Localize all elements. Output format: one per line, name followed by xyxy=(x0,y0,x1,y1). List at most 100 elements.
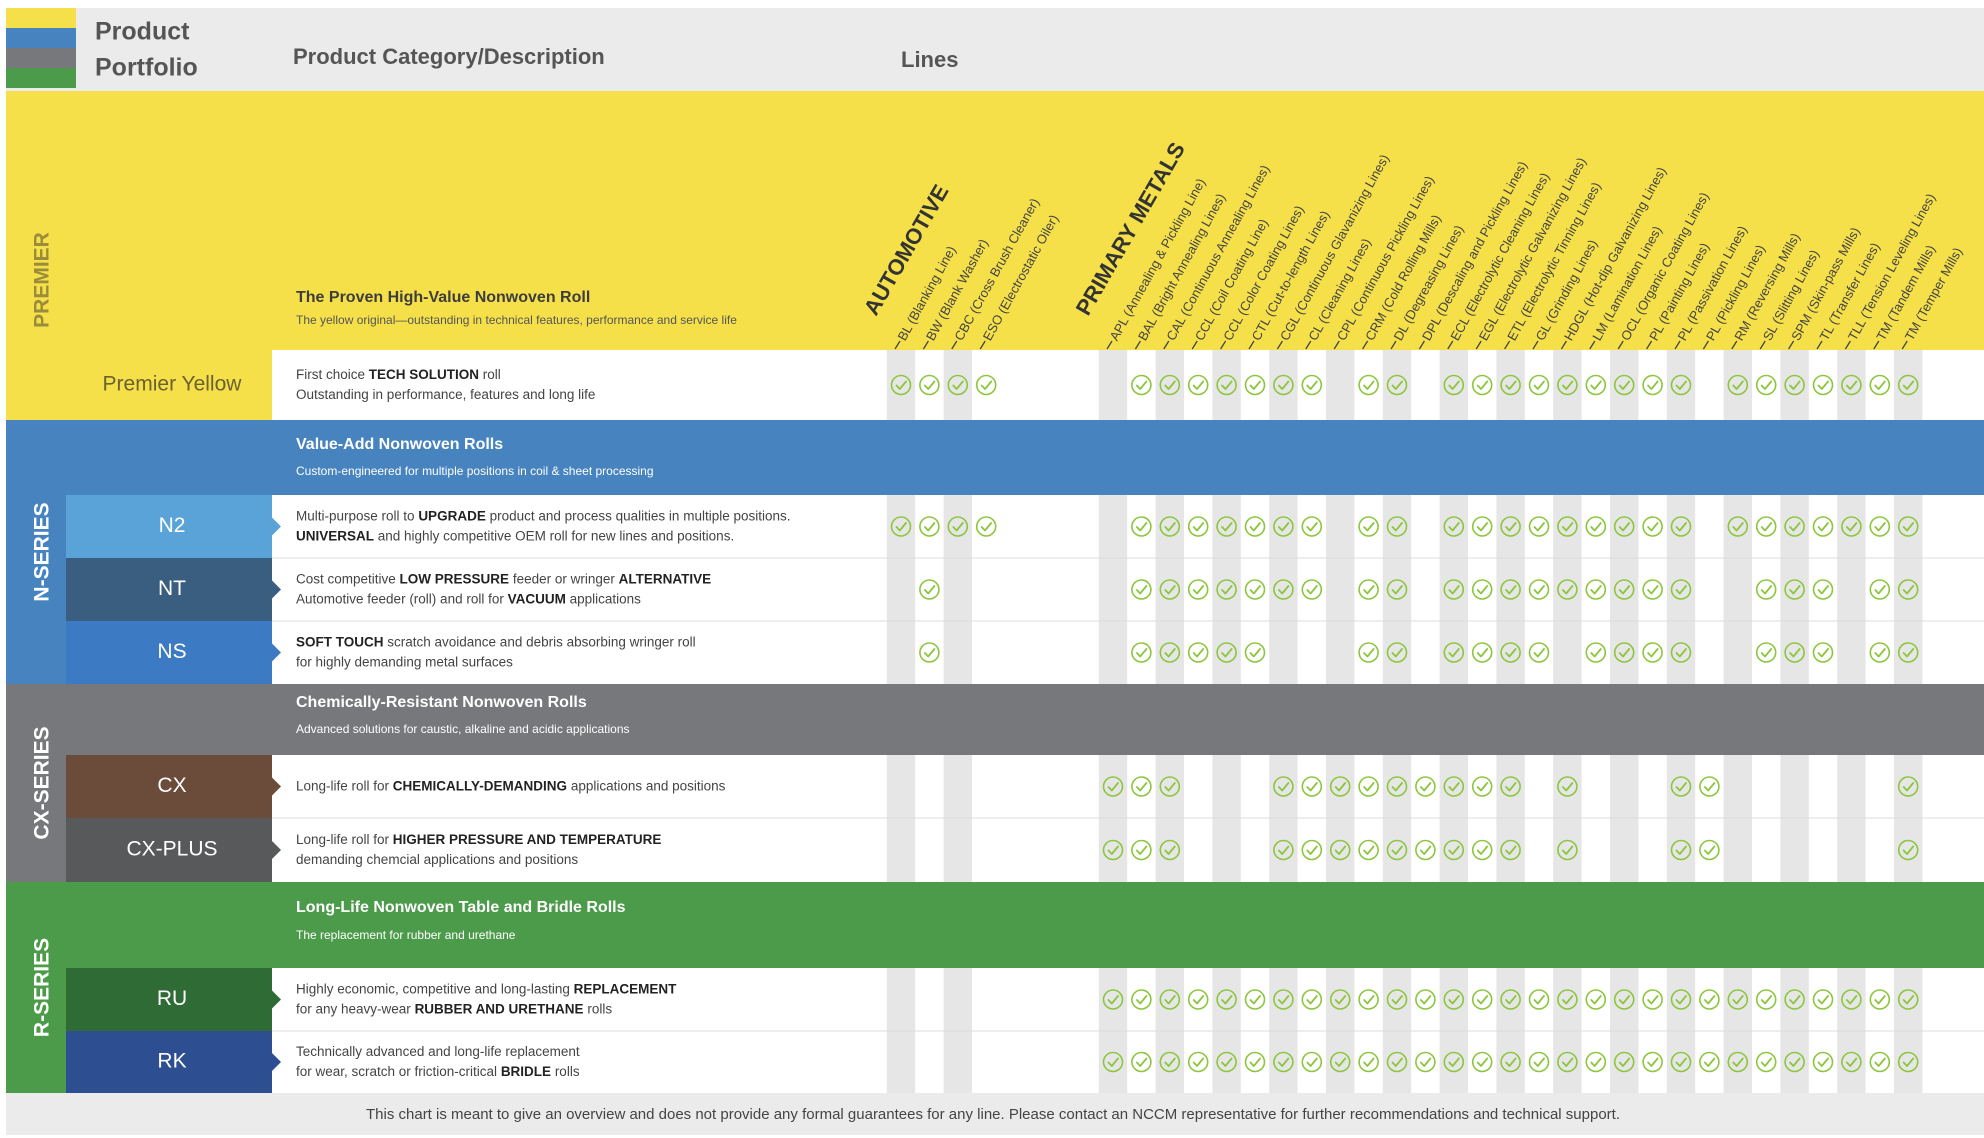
check-tick xyxy=(1391,522,1403,532)
check-circle xyxy=(1613,1051,1635,1073)
check-cell xyxy=(1159,642,1181,663)
check-tick xyxy=(1590,995,1602,1005)
check-tick xyxy=(1562,1057,1574,1067)
row-description: for wear, scratch or friction-critical B… xyxy=(296,1064,580,1079)
section-label: CX-SERIES xyxy=(31,726,54,839)
check-circle xyxy=(1159,642,1181,663)
check-tick xyxy=(1874,522,1886,532)
section-title: Value-Add Nonwoven Rolls xyxy=(296,436,503,453)
footer-band xyxy=(6,1093,1984,1135)
check-cell xyxy=(947,516,969,537)
check-tick xyxy=(1334,995,1347,1005)
check-tick xyxy=(1107,1057,1119,1067)
check-circle xyxy=(1642,989,1663,1010)
check-cell xyxy=(1102,1051,1124,1073)
line-dash xyxy=(1788,340,1795,350)
check-circle xyxy=(1131,839,1152,861)
rows-area xyxy=(272,495,1984,684)
check-tick xyxy=(1164,1057,1176,1067)
check-tick xyxy=(1817,585,1829,595)
check-cell xyxy=(1471,579,1493,600)
check-circle xyxy=(1897,642,1919,663)
check-tick xyxy=(895,522,907,532)
check-cell xyxy=(1869,642,1891,663)
check-cell xyxy=(1557,989,1578,1010)
description-text: feeder or wringer xyxy=(509,571,619,586)
check-cell xyxy=(1273,579,1294,600)
check-cell xyxy=(1443,579,1465,600)
check-cell xyxy=(1812,642,1834,663)
check-tick xyxy=(1704,845,1716,855)
check-cell xyxy=(1358,516,1379,537)
check-cell xyxy=(1329,839,1351,861)
row-description: UNIVERSAL and highly competitive OEM rol… xyxy=(296,528,734,543)
check-cell xyxy=(1670,989,1692,1010)
line-dash xyxy=(1362,340,1369,350)
row-arrow xyxy=(272,580,281,599)
check-tick xyxy=(1760,995,1773,1005)
check-cell xyxy=(1443,989,1465,1010)
check-cell xyxy=(1812,1051,1834,1073)
check-cell xyxy=(1670,579,1692,600)
check-cell xyxy=(1301,839,1323,861)
check-tick xyxy=(1846,380,1858,390)
check-circle xyxy=(1415,839,1436,861)
check-cell xyxy=(1102,776,1124,797)
check-tick xyxy=(1192,648,1205,658)
check-tick xyxy=(1505,995,1517,1005)
check-cell xyxy=(1784,516,1805,537)
check-circle xyxy=(1528,989,1550,1010)
check-circle xyxy=(1557,579,1578,600)
check-tick xyxy=(1306,380,1318,390)
check-circle xyxy=(1131,989,1152,1010)
check-cell xyxy=(1301,989,1323,1010)
check-cell xyxy=(1471,989,1493,1010)
row-description: for any heavy-wear RUBBER AND URETHANE r… xyxy=(296,1001,612,1016)
logo-bar xyxy=(6,68,76,88)
check-tick xyxy=(1249,648,1261,658)
check-cell xyxy=(1131,839,1152,861)
check-circle xyxy=(890,374,912,396)
check-cell xyxy=(1897,989,1919,1010)
column-stripe xyxy=(1723,495,1752,684)
check-cell xyxy=(1301,1051,1323,1073)
check-tick xyxy=(1420,845,1432,855)
check-circle xyxy=(1329,989,1351,1010)
check-cell xyxy=(1386,374,1408,396)
check-circle xyxy=(1301,776,1323,797)
check-tick xyxy=(1164,782,1176,792)
logo-bar xyxy=(6,28,76,48)
check-tick xyxy=(1334,1057,1347,1067)
check-circle xyxy=(1812,374,1834,396)
check-cell xyxy=(1613,374,1635,396)
line-dash xyxy=(1731,340,1738,350)
check-circle xyxy=(919,374,940,396)
check-tick xyxy=(1136,845,1148,855)
check-tick xyxy=(895,380,907,390)
description-text: applications and positions xyxy=(567,778,726,793)
check-cell xyxy=(1358,989,1379,1010)
check-circle xyxy=(1642,374,1663,396)
check-tick xyxy=(980,380,993,390)
check-cell xyxy=(1131,776,1152,797)
check-tick xyxy=(1192,995,1205,1005)
check-tick xyxy=(1278,1057,1290,1067)
check-cell xyxy=(1415,776,1436,797)
check-cell xyxy=(1131,579,1152,600)
check-circle xyxy=(1670,1051,1692,1073)
check-tick xyxy=(1136,648,1148,658)
check-circle xyxy=(1642,579,1663,600)
check-cell xyxy=(1386,1051,1408,1073)
row-description: Automotive feeder (roll) and roll for VA… xyxy=(296,591,641,606)
check-cell xyxy=(1784,1051,1805,1073)
row-label-box xyxy=(66,818,272,882)
check-cell xyxy=(1159,839,1181,861)
check-tick xyxy=(1789,1057,1801,1067)
check-tick xyxy=(1760,1057,1773,1067)
section-title: Long-Life Nonwoven Table and Bridle Roll… xyxy=(296,899,626,916)
check-circle xyxy=(1187,989,1209,1010)
check-cell xyxy=(1187,989,1209,1010)
check-cell xyxy=(919,374,940,396)
check-cell xyxy=(1244,1051,1266,1073)
check-tick xyxy=(1107,845,1119,855)
